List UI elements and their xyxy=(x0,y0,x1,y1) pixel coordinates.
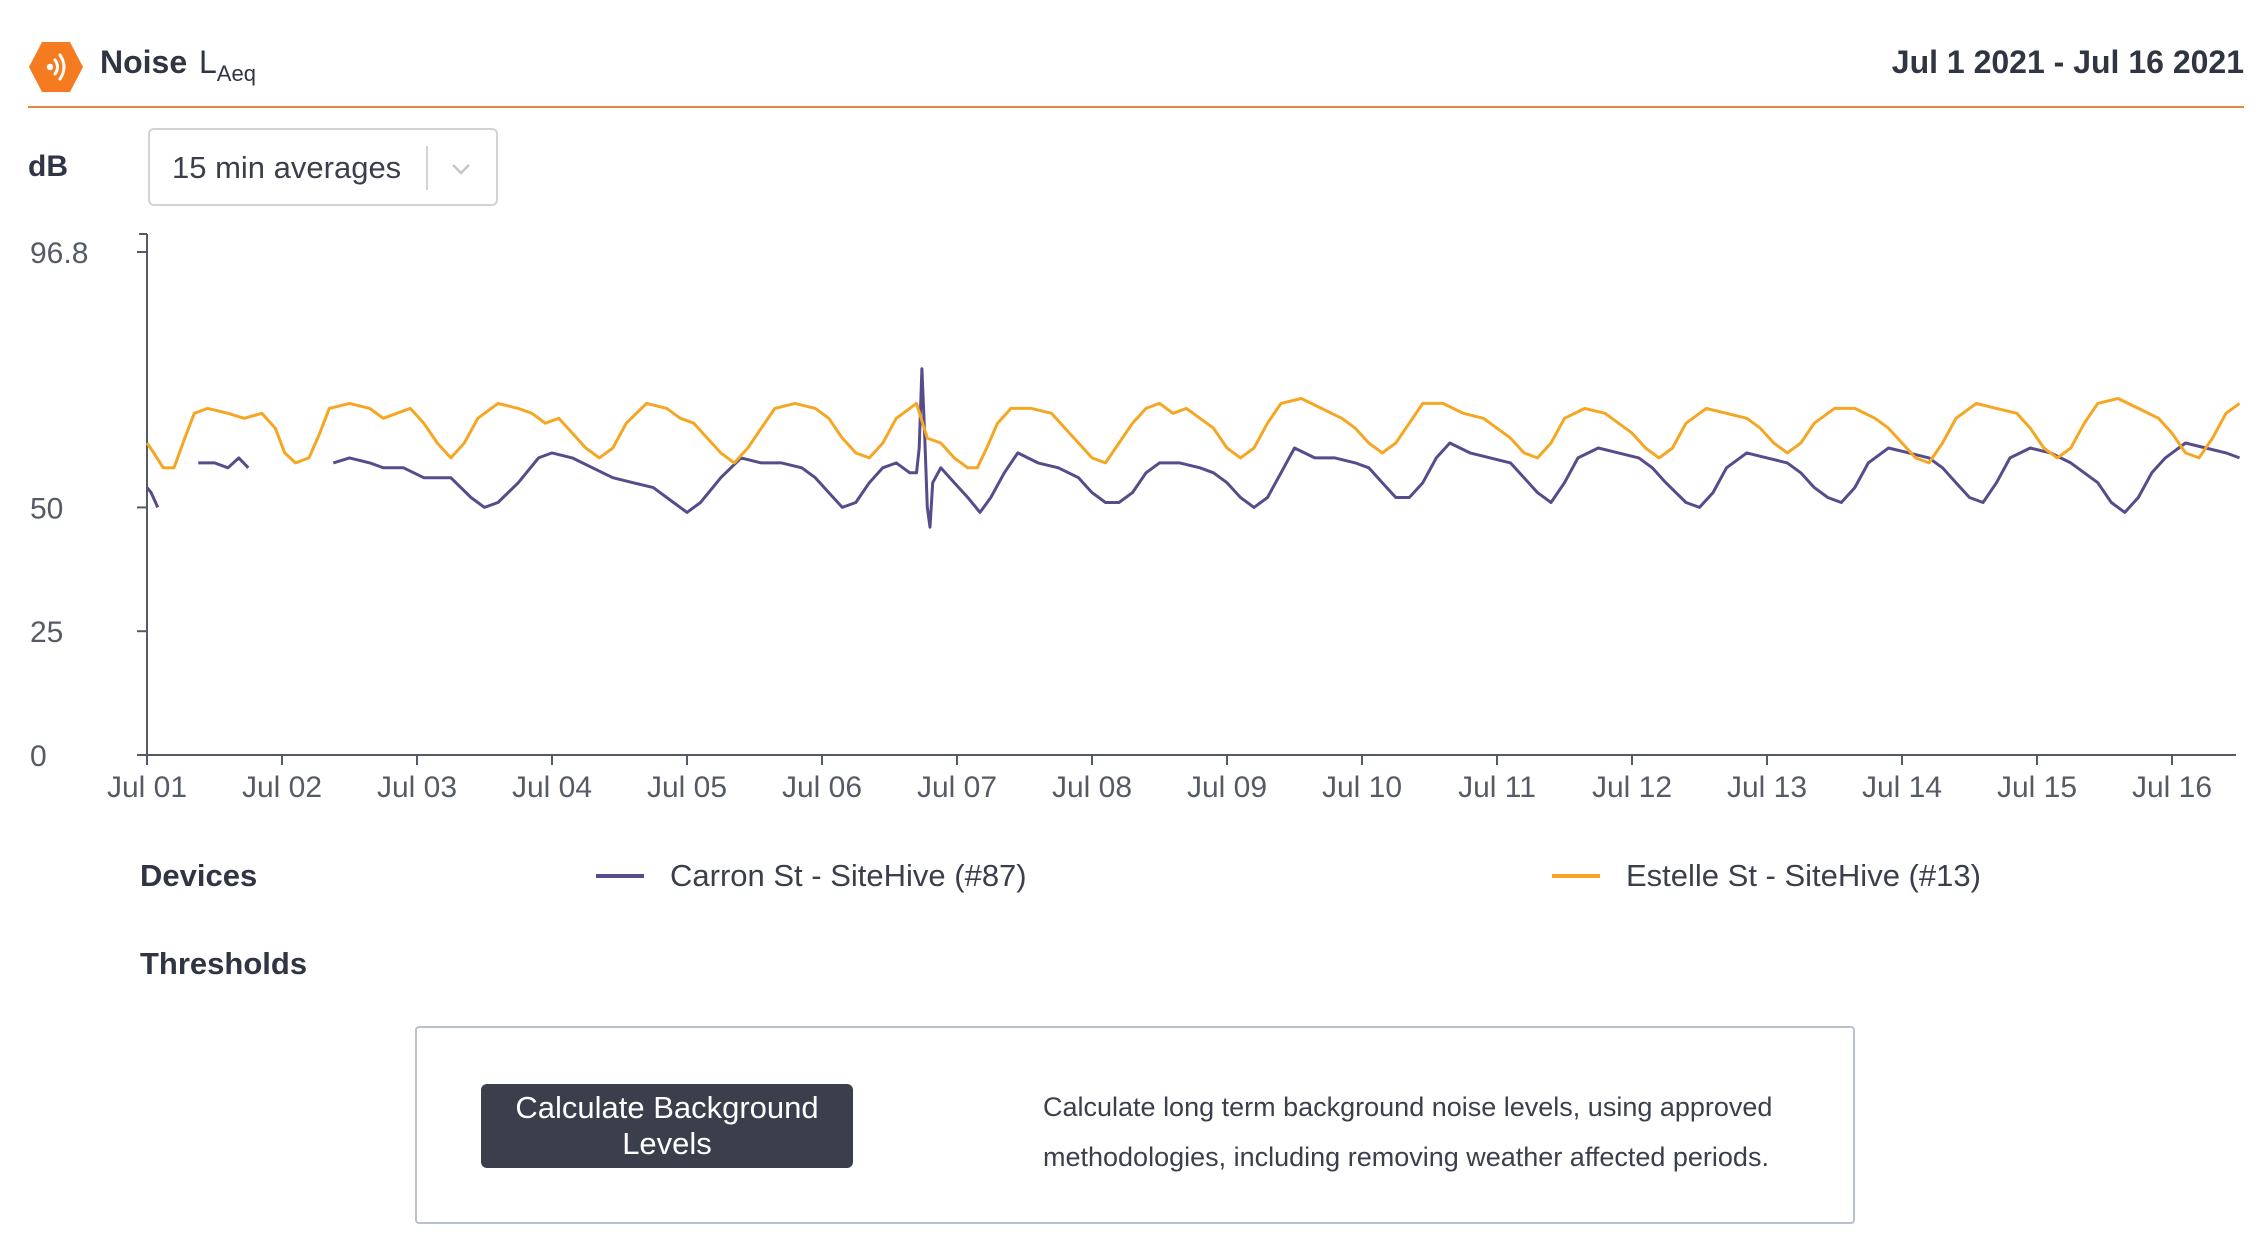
x-axis: Jul 01 Jul 02 Jul 03 Jul 04 Jul 05 Jul 06 Jul … xyxy=(107,754,2236,804)
x-tick-label-14: Jul 15 xyxy=(1997,771,2077,804)
legend-item-carron-st[interactable]: Carron St - SiteHive (#87) xyxy=(596,858,1027,894)
x-tick-label-1: Jul 02 xyxy=(242,771,322,804)
page-title: Noise xyxy=(100,44,188,80)
legend-swatch-carron-st xyxy=(596,874,644,878)
averaging-select-value: 15 min averages xyxy=(172,150,402,185)
sound-wave-hexagon-icon xyxy=(29,42,83,92)
x-tick-label-2: Jul 03 xyxy=(377,771,457,804)
metric-main: L xyxy=(199,44,217,80)
y-tick-label-1: 25 xyxy=(30,616,63,649)
thresholds-title: Thresholds xyxy=(140,946,308,981)
chevron-down-icon[interactable] xyxy=(444,152,478,186)
description-line-1: Calculate long term background noise lev… xyxy=(1043,1092,1773,1122)
x-tick-label-11: Jul 12 xyxy=(1592,771,1672,804)
legend-item-estelle-st[interactable]: Estelle St - SiteHive (#13) xyxy=(1552,858,1981,894)
x-tick-label-5: Jul 06 xyxy=(782,771,862,804)
background-levels-description: Calculate long term background noise lev… xyxy=(1043,1082,1823,1182)
x-tick-label-3: Jul 04 xyxy=(512,771,592,804)
y-axis-unit-label: dB xyxy=(28,150,68,183)
y-tick-label-3: 96.8 xyxy=(30,237,88,270)
select-separator xyxy=(426,146,428,190)
y-tick-label-2: 50 xyxy=(30,492,63,525)
calculate-background-levels-button[interactable]: Calculate Background Levels xyxy=(481,1084,853,1168)
legend-label-estelle-st: Estelle St - SiteHive (#13) xyxy=(1626,858,1981,893)
x-tick-label-13: Jul 14 xyxy=(1862,771,1942,804)
y-tick-label-0: 0 xyxy=(30,740,47,773)
noise-line-chart: 0 25 50 96.8 Jul 01 Jul 02 Jul 03 Jul 04 Jul 05… xyxy=(30,233,2241,804)
series-line-1 xyxy=(145,397,2241,470)
x-tick-label-4: Jul 05 xyxy=(647,771,727,804)
averaging-select[interactable]: 15 min averages xyxy=(148,128,498,206)
x-tick-label-10: Jul 11 xyxy=(1458,771,1536,804)
background-levels-panel: Calculate Background Levels Calculate lo… xyxy=(415,1026,1855,1224)
legend-swatch-estelle-st xyxy=(1552,874,1600,878)
description-line-2: methodologies, including removing weathe… xyxy=(1043,1142,1769,1172)
date-range: Jul 1 2021 - Jul 16 2021 xyxy=(1891,44,2244,80)
x-tick-label-6: Jul 07 xyxy=(917,771,997,804)
metric-subscript: Aeq xyxy=(216,61,256,86)
x-tick-label-15: Jul 16 xyxy=(2132,771,2212,804)
x-tick-label-12: Jul 13 xyxy=(1727,771,1807,804)
legend-label-carron-st: Carron St - SiteHive (#87) xyxy=(670,858,1027,893)
devices-legend-title: Devices xyxy=(140,858,258,893)
metric-label: LAeq xyxy=(199,44,256,87)
x-tick-label-8: Jul 09 xyxy=(1187,771,1267,804)
x-tick-label-7: Jul 08 xyxy=(1052,771,1132,804)
header-bar: Noise LAeq Jul 1 2021 - Jul 16 2021 xyxy=(28,36,2244,108)
x-tick-label-9: Jul 10 xyxy=(1322,771,1402,804)
series-lines xyxy=(145,367,2241,529)
y-axis: 0 25 50 96.8 xyxy=(30,233,148,773)
x-tick-label-0: Jul 01 xyxy=(107,771,187,804)
series-line-0 xyxy=(145,367,2241,529)
